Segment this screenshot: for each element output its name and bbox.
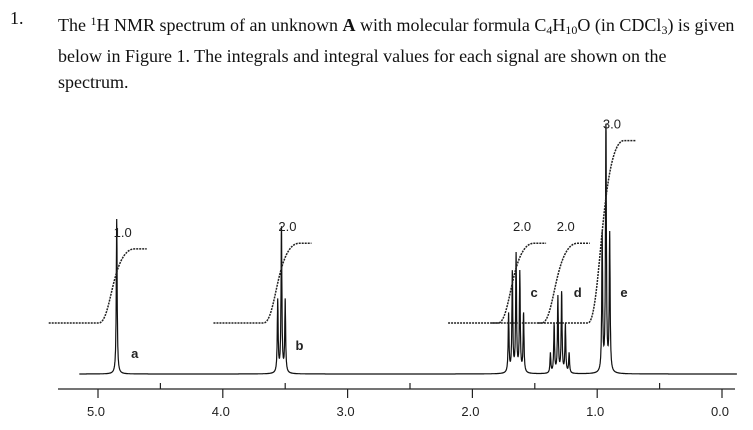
text-subscript: 4 bbox=[546, 23, 553, 37]
integral-curve bbox=[213, 242, 312, 324]
text-part: The bbox=[58, 15, 91, 35]
x-tick-label: 4.0 bbox=[212, 404, 230, 419]
peak-label: a bbox=[131, 346, 139, 361]
integral-label: 2.0 bbox=[557, 219, 575, 234]
integral-label: 3.0 bbox=[603, 117, 621, 132]
text-part: H NMR spectrum of an unknown bbox=[96, 15, 343, 35]
peak-label: b bbox=[295, 338, 303, 353]
peak-label: d bbox=[574, 285, 582, 300]
question-number: 1. bbox=[10, 8, 24, 28]
text-part: H bbox=[552, 15, 566, 35]
compound-label: A bbox=[342, 15, 356, 35]
integral-curve bbox=[537, 139, 636, 324]
peak-label: e bbox=[620, 285, 627, 300]
text-part: O (in CDCl bbox=[577, 15, 662, 35]
text-superscript: 1 bbox=[90, 14, 97, 28]
x-tick-label: 0.0 bbox=[711, 404, 729, 419]
integral-curve bbox=[48, 248, 147, 324]
text-part: ) is given below in Figure 1. The integr… bbox=[58, 15, 735, 92]
spectrum-trace bbox=[79, 123, 737, 375]
integral-curve bbox=[448, 242, 547, 324]
integral-label: 2.0 bbox=[513, 219, 531, 234]
x-tick-label: 1.0 bbox=[586, 404, 604, 419]
integral-label: 1.0 bbox=[114, 225, 132, 240]
question-text: The 1H NMR spectrum of an unknown A with… bbox=[58, 8, 738, 95]
x-tick-label: 2.0 bbox=[461, 404, 479, 419]
peak-label: c bbox=[530, 285, 537, 300]
text-part: with molecular formula C bbox=[355, 15, 547, 35]
integral-label: 2.0 bbox=[278, 219, 296, 234]
integral-curve bbox=[491, 242, 590, 324]
text-subscript: 10 bbox=[565, 23, 578, 37]
x-tick-label: 5.0 bbox=[87, 404, 105, 419]
x-tick-label: 3.0 bbox=[337, 404, 355, 419]
text-subscript: 3 bbox=[661, 23, 668, 37]
